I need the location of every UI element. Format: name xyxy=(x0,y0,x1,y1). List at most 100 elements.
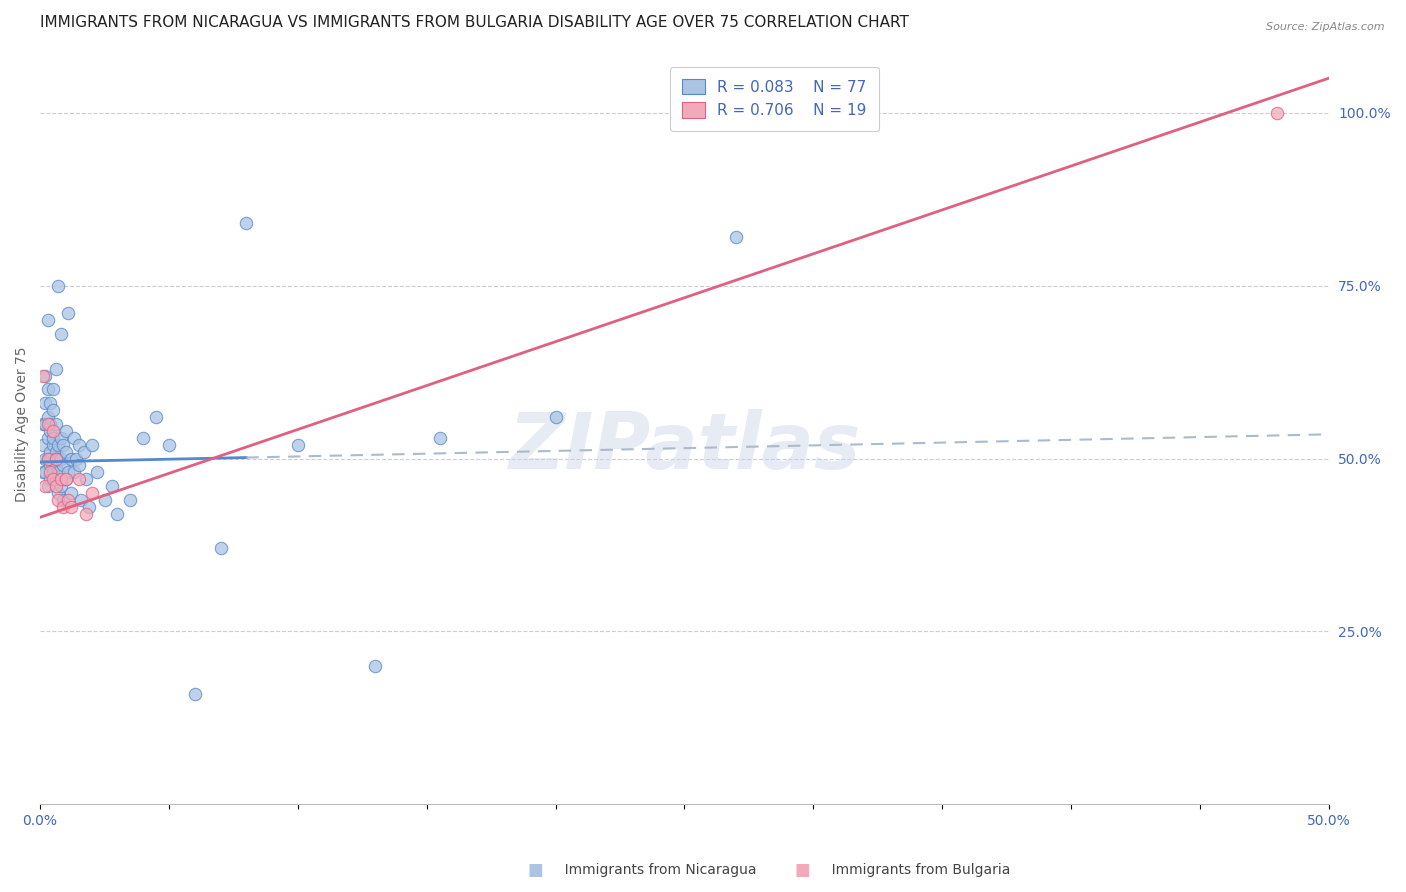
Point xyxy=(39,424,62,438)
Point xyxy=(364,659,387,673)
Point xyxy=(42,424,65,438)
Point xyxy=(209,541,232,556)
Point xyxy=(34,417,56,431)
Point xyxy=(1265,105,1288,120)
Point xyxy=(60,451,83,466)
Point xyxy=(37,417,59,431)
Point xyxy=(76,472,98,486)
Point xyxy=(45,444,67,458)
Point xyxy=(49,431,72,445)
Point xyxy=(157,438,180,452)
Point xyxy=(37,451,59,466)
Point xyxy=(80,438,103,452)
Point xyxy=(39,451,62,466)
Point xyxy=(34,451,56,466)
Legend: R = 0.083    N = 77, R = 0.706    N = 19: R = 0.083 N = 77, R = 0.706 N = 19 xyxy=(671,67,879,130)
Point xyxy=(60,500,83,514)
Point xyxy=(39,444,62,458)
Point xyxy=(39,458,62,473)
Point xyxy=(39,417,62,431)
Text: Source: ZipAtlas.com: Source: ZipAtlas.com xyxy=(1267,22,1385,32)
Point xyxy=(37,313,59,327)
Point xyxy=(60,486,83,500)
Point xyxy=(132,431,155,445)
Point xyxy=(42,383,65,397)
Point xyxy=(287,438,309,452)
Point xyxy=(70,493,93,508)
Text: ■: ■ xyxy=(527,861,543,879)
Point xyxy=(37,383,59,397)
Point xyxy=(31,417,53,431)
Point xyxy=(45,479,67,493)
Point xyxy=(65,451,87,466)
Point xyxy=(49,479,72,493)
Point xyxy=(73,444,96,458)
Point xyxy=(93,493,115,508)
Point xyxy=(49,451,72,466)
Point xyxy=(34,479,56,493)
Point xyxy=(67,472,90,486)
Point xyxy=(42,466,65,480)
Point xyxy=(58,493,80,508)
Point xyxy=(39,396,62,410)
Point xyxy=(58,466,80,480)
Point xyxy=(42,438,65,452)
Point xyxy=(34,396,56,410)
Point xyxy=(80,486,103,500)
Point xyxy=(37,479,59,493)
Point xyxy=(42,431,65,445)
Point xyxy=(31,466,53,480)
Point xyxy=(39,466,62,480)
Point xyxy=(45,458,67,473)
Point xyxy=(101,479,124,493)
Point xyxy=(37,410,59,425)
Text: IMMIGRANTS FROM NICARAGUA VS IMMIGRANTS FROM BULGARIA DISABILITY AGE OVER 75 COR: IMMIGRANTS FROM NICARAGUA VS IMMIGRANTS … xyxy=(41,15,910,30)
Point xyxy=(52,500,75,514)
Point xyxy=(62,431,84,445)
Point xyxy=(107,507,129,521)
Point xyxy=(46,466,69,480)
Point xyxy=(145,410,167,425)
Point xyxy=(52,458,75,473)
Point xyxy=(46,493,69,508)
Point xyxy=(45,451,67,466)
Point xyxy=(52,493,75,508)
Point xyxy=(37,451,59,466)
Point xyxy=(39,472,62,486)
Text: ZIPatlas: ZIPatlas xyxy=(508,409,860,484)
Point xyxy=(37,431,59,445)
Point xyxy=(46,451,69,466)
Point xyxy=(235,216,257,230)
Point xyxy=(544,410,567,425)
Text: ■: ■ xyxy=(794,861,810,879)
Point xyxy=(55,444,77,458)
Point xyxy=(62,466,84,480)
Point xyxy=(76,507,98,521)
Point xyxy=(45,472,67,486)
Point xyxy=(724,230,747,244)
Point xyxy=(31,438,53,452)
Point xyxy=(42,403,65,417)
Point xyxy=(184,687,207,701)
Point xyxy=(45,451,67,466)
Point xyxy=(120,493,142,508)
Point xyxy=(46,278,69,293)
Point xyxy=(31,368,53,383)
Point xyxy=(49,472,72,486)
Point xyxy=(49,327,72,342)
Point xyxy=(42,472,65,486)
Point xyxy=(58,306,80,320)
Point xyxy=(34,466,56,480)
Point xyxy=(55,472,77,486)
Point xyxy=(45,361,67,376)
Point xyxy=(77,500,100,514)
Text: Immigrants from Bulgaria: Immigrants from Bulgaria xyxy=(801,863,1011,877)
Point xyxy=(55,472,77,486)
Point xyxy=(52,438,75,452)
Point xyxy=(46,438,69,452)
Text: Immigrants from Nicaragua: Immigrants from Nicaragua xyxy=(534,863,756,877)
Point xyxy=(46,486,69,500)
Point xyxy=(67,458,90,473)
Point xyxy=(45,417,67,431)
Y-axis label: Disability Age Over 75: Disability Age Over 75 xyxy=(15,346,30,501)
